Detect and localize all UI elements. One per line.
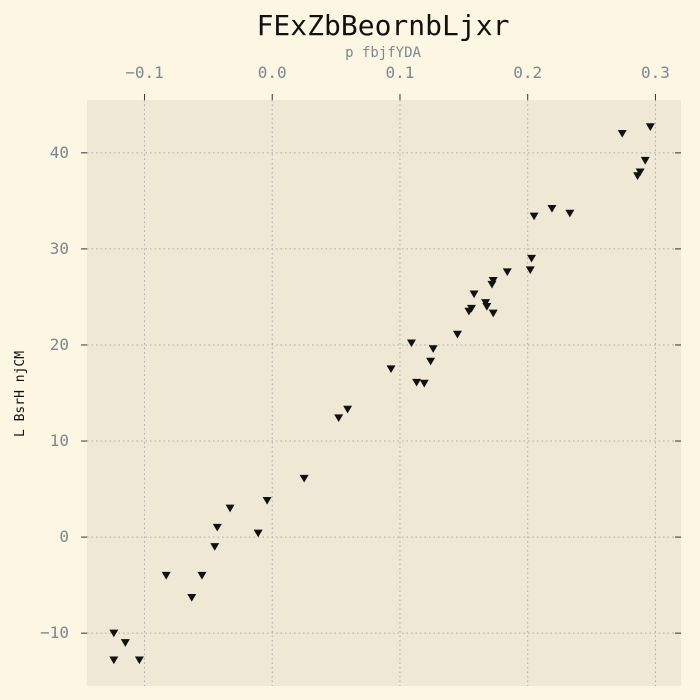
data-point [412, 378, 422, 387]
data-point [481, 299, 491, 307]
data-point [120, 639, 130, 647]
chart-title: FExZbBeornbLjxr [257, 9, 510, 42]
data-point [343, 405, 353, 414]
data-point [299, 474, 309, 483]
data-point [467, 304, 477, 313]
data-point [225, 504, 235, 513]
x-tick-label: 0.2 [513, 63, 542, 82]
x-tick-label: −0.1 [125, 63, 164, 82]
x-axis-label: p fbjfYDA [345, 45, 421, 61]
data-point [334, 414, 344, 423]
point-layer [109, 123, 655, 665]
y-tick-label: 30 [50, 239, 69, 258]
tick-layer: −0.1 0.0 0.1 0.2 0.3 −10 0 10 20 30 40 [40, 63, 681, 642]
data-point [529, 212, 539, 221]
y-tick-label: −10 [40, 623, 69, 642]
data-point [488, 309, 498, 318]
data-point [109, 629, 119, 638]
y-tick-label: 10 [50, 431, 69, 450]
data-point [469, 290, 479, 299]
x-tick-label: 0.3 [641, 63, 670, 82]
y-tick-label: 40 [50, 143, 69, 162]
data-point [452, 330, 462, 339]
data-point [161, 571, 171, 580]
y-tick-label: 0 [59, 527, 69, 546]
y-axis-label: L BsrH njCM [13, 351, 28, 437]
data-point [502, 268, 512, 277]
x-tick-label: 0.0 [258, 63, 287, 82]
y-tick-label: 20 [50, 335, 69, 354]
data-point [212, 523, 222, 532]
data-point [109, 656, 119, 665]
data-point [525, 266, 535, 275]
data-point [406, 339, 416, 348]
data-point [210, 543, 220, 551]
data-point [482, 302, 492, 311]
data-point [428, 345, 438, 353]
data-point [253, 529, 263, 538]
data-point [187, 594, 197, 602]
grid-layer [87, 100, 681, 686]
data-point [645, 123, 655, 131]
data-point [426, 357, 436, 366]
data-point [262, 496, 272, 505]
data-point [419, 379, 429, 388]
data-point [527, 254, 537, 263]
data-point [386, 365, 396, 374]
data-point [547, 204, 557, 213]
data-point [197, 571, 207, 580]
data-point [488, 277, 498, 285]
data-point [617, 130, 627, 138]
data-point [640, 156, 650, 165]
x-tick-label: 0.1 [386, 63, 415, 82]
data-point [134, 656, 144, 665]
plot-area [87, 100, 681, 686]
data-point [565, 209, 575, 218]
data-point [635, 168, 645, 177]
